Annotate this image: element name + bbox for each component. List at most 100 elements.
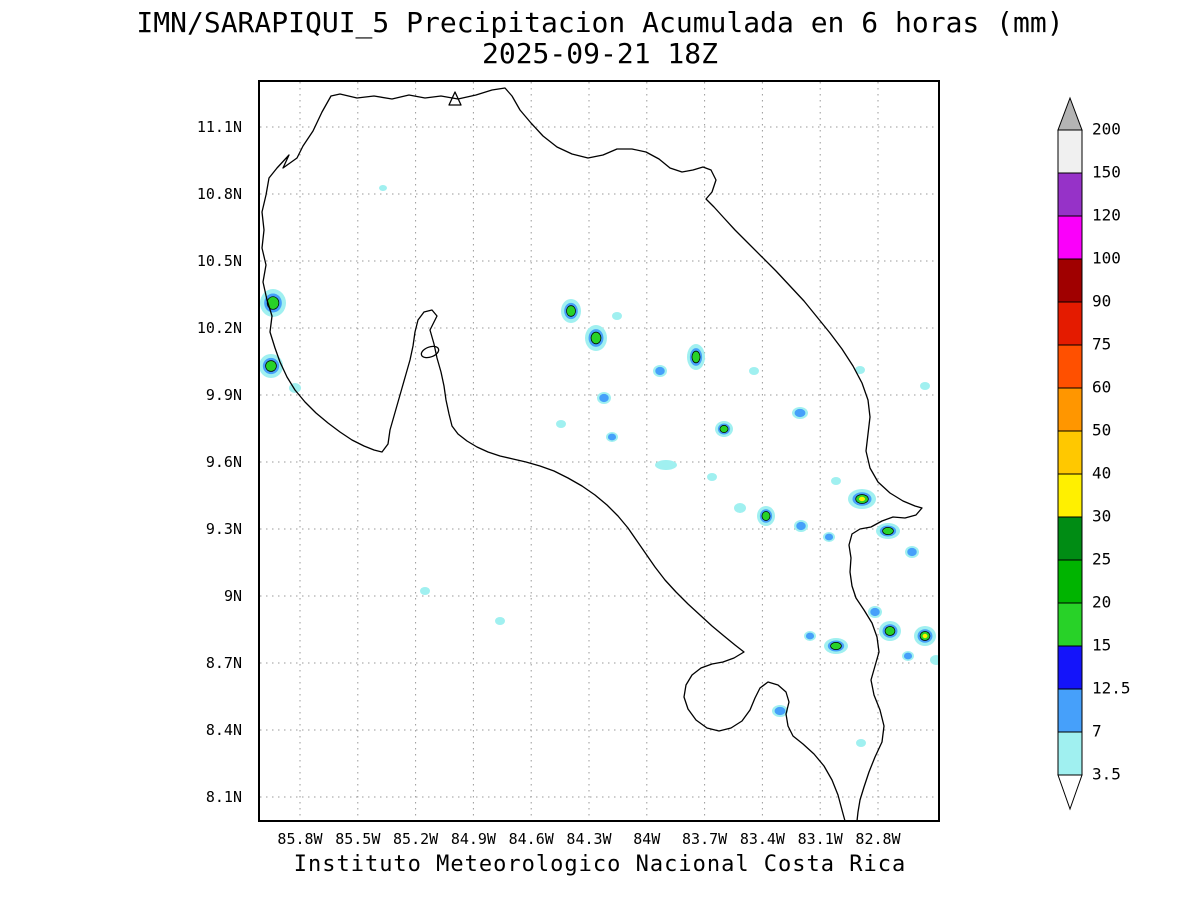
lon-tick-label: 85.5W bbox=[335, 830, 381, 848]
colorbar-label: 7 bbox=[1092, 722, 1102, 741]
colorbar-segment bbox=[1057, 516, 1083, 561]
precip-cell-mid bbox=[794, 408, 806, 418]
precip-cell bbox=[495, 617, 505, 625]
precip-cell bbox=[855, 366, 865, 374]
precip-cell bbox=[824, 638, 848, 654]
gulf-island-outline bbox=[420, 345, 440, 359]
colorbar-segment bbox=[1057, 731, 1083, 776]
precip-cell bbox=[856, 739, 866, 747]
colorbar-label: 120 bbox=[1092, 206, 1121, 225]
lon-tick-label: 85.2W bbox=[393, 830, 439, 848]
lon-tick-label: 85.8W bbox=[277, 830, 323, 848]
lat-tick-label: 11.1N bbox=[196, 118, 242, 136]
lon-tick-label: 84.6W bbox=[508, 830, 554, 848]
precip-cell bbox=[757, 506, 775, 526]
precip-cell-core bbox=[719, 425, 729, 433]
colorbar-segment bbox=[1057, 559, 1083, 604]
lon-tick-label: 84.3W bbox=[566, 830, 612, 848]
precipitation-colorbar: 200 150 120 100 90 75 60 50 40 30 25 20 15 12.5 7 3.5 bbox=[1056, 95, 1200, 825]
colorbar-label: 60 bbox=[1092, 378, 1111, 397]
map-plot-area bbox=[258, 80, 942, 822]
precip-cell-mid bbox=[796, 521, 806, 531]
lon-axis: 85.8W 85.5W 85.2W 84.9W 84.6W 84.3W 84W 83.7W 83… bbox=[258, 824, 940, 852]
precip-cell bbox=[772, 705, 788, 717]
precip-cell-core bbox=[830, 642, 842, 650]
colorbar-arrow-down bbox=[1057, 774, 1083, 811]
precip-cell-mid bbox=[774, 706, 786, 716]
precip-cell-halo bbox=[920, 382, 930, 390]
colorbar-label: 25 bbox=[1092, 550, 1111, 569]
precip-cell-mid bbox=[599, 393, 609, 403]
costa-rica-coastline bbox=[261, 87, 923, 822]
precip-cell-core bbox=[884, 626, 896, 636]
precip-cell-mid bbox=[607, 433, 617, 441]
colorbar-segment bbox=[1057, 645, 1083, 690]
precip-cell bbox=[876, 523, 900, 539]
precip-cell-peak bbox=[858, 496, 866, 502]
precip-cell bbox=[653, 365, 667, 377]
colorbar-segment bbox=[1057, 473, 1083, 518]
precip-cell bbox=[556, 420, 566, 428]
lat-tick-label: 8.1N bbox=[205, 788, 242, 806]
colorbar-label: 12.5 bbox=[1092, 679, 1131, 698]
colorbar-label: 200 bbox=[1092, 120, 1121, 139]
colorbar-label: 40 bbox=[1092, 464, 1111, 483]
colorbar-label: 15 bbox=[1092, 636, 1111, 655]
precip-cell bbox=[905, 546, 919, 558]
lat-tick-label: 8.4N bbox=[205, 721, 242, 739]
lon-tick-label: 84.9W bbox=[450, 830, 496, 848]
lat-tick-label: 9.6N bbox=[205, 453, 242, 471]
colorbar-label: 3.5 bbox=[1092, 765, 1121, 784]
page-subtitle-datetime: 2025-09-21 18Z bbox=[481, 37, 718, 70]
precip-cell bbox=[715, 421, 733, 437]
precip-cell-halo bbox=[855, 366, 865, 374]
precip-cell bbox=[792, 407, 808, 419]
precip-cell-halo bbox=[495, 617, 505, 625]
precip-cell-mid bbox=[903, 652, 913, 660]
lat-tick-label: 9.9N bbox=[205, 386, 242, 404]
precip-cell bbox=[902, 651, 914, 661]
lat-tick-label: 10.5N bbox=[196, 252, 242, 270]
lat-tick-label: 8.7N bbox=[205, 654, 242, 672]
precip-cell bbox=[920, 382, 930, 390]
precip-cell-mid bbox=[824, 533, 834, 541]
map-canvas bbox=[258, 80, 942, 822]
colorbar-segment bbox=[1057, 344, 1083, 389]
colorbar-segment bbox=[1057, 215, 1083, 260]
colorbar-segment bbox=[1057, 172, 1083, 217]
precip-cell-halo bbox=[612, 312, 622, 320]
precip-cell-mid bbox=[870, 607, 880, 617]
precip-cell bbox=[831, 477, 841, 485]
precip-cell-core bbox=[761, 511, 771, 521]
precip-cell bbox=[749, 367, 759, 375]
colorbar-label: 75 bbox=[1092, 335, 1111, 354]
colorbar-segment bbox=[1057, 387, 1083, 432]
footer-text: Instituto Meteorologico Nacional Costa R… bbox=[293, 852, 907, 877]
precip-cell bbox=[823, 532, 835, 542]
volcano-triangle-marker bbox=[448, 91, 462, 106]
lon-tick-label: 84W bbox=[633, 830, 661, 848]
precip-cell-core bbox=[590, 331, 602, 345]
precip-cell-core bbox=[266, 296, 280, 310]
grid-lines bbox=[260, 82, 938, 820]
precip-cell bbox=[379, 185, 387, 191]
lon-tick-label: 83.7W bbox=[682, 830, 728, 848]
lat-tick-label: 9N bbox=[223, 587, 242, 605]
precip-cell-halo bbox=[831, 477, 841, 485]
precip-cell bbox=[597, 392, 611, 404]
colorbar-label: 50 bbox=[1092, 421, 1111, 440]
colorbar-segment bbox=[1057, 602, 1083, 647]
lon-tick-label: 82.8W bbox=[855, 830, 901, 848]
precip-cell bbox=[734, 503, 746, 513]
precip-cell-core bbox=[691, 350, 701, 364]
precip-cell bbox=[420, 587, 430, 595]
precip-cell-core bbox=[882, 527, 894, 535]
lon-tick-label: 83.4W bbox=[739, 830, 785, 848]
precip-cell-halo bbox=[379, 185, 387, 191]
precip-cell bbox=[848, 489, 876, 509]
colorbar-label: 100 bbox=[1092, 249, 1121, 268]
precip-cell bbox=[606, 432, 618, 442]
precip-cell-halo bbox=[856, 739, 866, 747]
precip-cell-halo bbox=[734, 503, 746, 513]
